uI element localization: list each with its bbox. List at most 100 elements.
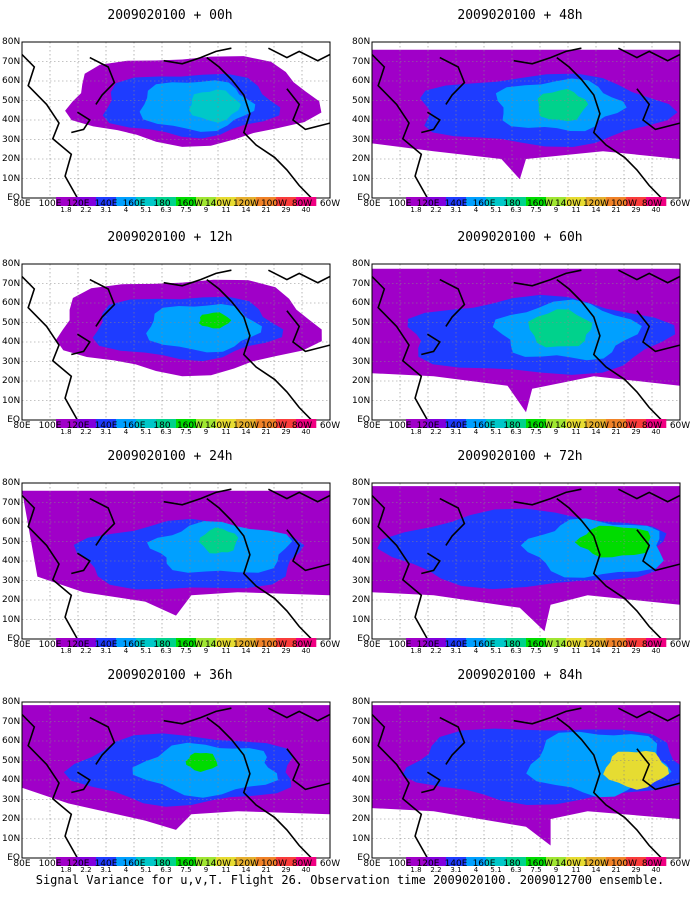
coastline	[286, 88, 330, 131]
lon-tick-label: 140W	[204, 859, 232, 869]
coastline	[268, 707, 330, 722]
colorbar-swatch	[646, 857, 667, 866]
lat-tick-label: 80N	[352, 37, 371, 47]
map-panel: 2009020100 + 12h 80N 70N 60N 50N 40N 30N 20N 10N…	[0, 222, 340, 437]
lon-tick-label: 180	[503, 421, 521, 431]
lat-tick-label: 20N	[2, 814, 21, 824]
lon-tick-label: 140E	[444, 640, 468, 650]
lon-tick-label: 100W	[610, 199, 638, 209]
colorbar-swatch	[196, 857, 217, 866]
lat-tick-label: 70N	[2, 497, 21, 508]
lat-tick-label: 20N	[352, 376, 371, 386]
coastline	[268, 488, 330, 503]
coastline	[556, 56, 663, 198]
colorbar-label: 29	[631, 647, 641, 655]
coastline	[439, 278, 466, 327]
colorbar-swatch	[486, 638, 507, 647]
colorbar-swatch	[606, 638, 627, 647]
lon-tick-label: 60W	[319, 640, 341, 650]
coastline	[618, 269, 680, 284]
colorbar-label: 2.2	[80, 428, 92, 436]
colorbar-swatch	[156, 419, 177, 428]
lat-tick-label: 60N	[352, 517, 371, 527]
colorbar-swatch	[566, 197, 587, 206]
colorbar-label: 7.5	[180, 428, 192, 436]
lat-tick-label: 60N	[352, 76, 371, 86]
lat-tick-label: 20N	[352, 595, 371, 605]
colorbar-label: 29	[631, 866, 641, 874]
colorbar-swatch	[116, 419, 137, 428]
map-plot	[371, 263, 681, 428]
lat-tick-label: EQ	[7, 193, 20, 203]
lat-tick-label: 30N	[352, 356, 371, 367]
coastline	[89, 497, 116, 546]
colorbar-label: 6.3	[160, 866, 172, 874]
colorbar-label: 4	[123, 206, 129, 214]
colorbar-label: 2.2	[430, 647, 442, 655]
colorbar-swatch	[236, 419, 257, 428]
colorbar-swatch	[586, 638, 607, 647]
lon-tick-label: 100E	[388, 859, 412, 869]
lat-tick-label: 70N	[352, 497, 371, 508]
lon-tick-label: 140E	[444, 199, 468, 209]
colorbar-label: 7.5	[530, 866, 542, 874]
lat-tick-label: 70N	[352, 278, 371, 289]
lon-tick-label: 100E	[388, 640, 412, 650]
colorbar-swatch	[176, 419, 197, 428]
colorbar-label: 1.8	[410, 647, 422, 655]
colorbar-label: 9	[203, 866, 209, 874]
colorbar-label: 14	[591, 428, 601, 436]
coastline	[513, 488, 582, 506]
lat-tick-label: 10N	[2, 833, 21, 844]
colorbar-swatch	[466, 419, 487, 428]
lat-tick-label: 50N	[2, 317, 21, 328]
lon-tick-label: 160W	[526, 859, 554, 869]
colorbar-label: 29	[281, 428, 291, 436]
lon-tick-label: 160E	[122, 421, 146, 431]
colorbar-label: 3.1	[100, 428, 112, 436]
colorbar-label: 5.1	[140, 428, 152, 436]
lon-tick-label: 140E	[94, 640, 118, 650]
coastline	[372, 275, 429, 420]
colorbar-swatch	[606, 419, 627, 428]
lon-tick-label: 60W	[669, 640, 691, 650]
colorbar-label: 5.1	[140, 866, 152, 874]
coastline	[513, 707, 582, 725]
colorbar-label: 40	[651, 428, 661, 436]
coastline	[22, 53, 79, 198]
colorbar-swatch	[466, 638, 487, 647]
lon-tick-label: 120E	[66, 859, 90, 869]
lat-tick-label: 40N	[352, 115, 371, 125]
colorbar-swatch	[136, 197, 157, 206]
lat-tick-label: EQ	[357, 634, 370, 644]
lon-tick-label: 120E	[416, 859, 440, 869]
colorbar-label: 21	[261, 206, 271, 214]
colorbar-label: 2.2	[80, 647, 92, 655]
lat-tick-label: EQ	[7, 853, 20, 863]
map-plot	[21, 41, 331, 206]
lon-tick-label: 80E	[363, 421, 381, 431]
coastline	[421, 771, 441, 794]
colorbar-label: 21	[261, 647, 271, 655]
lat-tick-label: 30N	[352, 794, 371, 805]
lat-tick-label: 60N	[2, 736, 21, 746]
colorbar-swatch	[156, 638, 177, 647]
lon-tick-label: 60W	[319, 421, 341, 431]
lon-tick-label: 120E	[416, 640, 440, 650]
colorbar-label: 1.8	[60, 206, 72, 214]
lon-tick-label: 140E	[94, 421, 118, 431]
colorbar-label: 29	[281, 206, 291, 214]
lat-tick-label: 80N	[2, 697, 21, 707]
colorbar-swatch	[506, 638, 527, 647]
coastline	[71, 771, 91, 794]
lon-tick-label: 180	[153, 421, 171, 431]
colorbar-swatch	[236, 857, 257, 866]
colorbar-label: 1.8	[410, 206, 422, 214]
lon-tick-label: 80W	[641, 640, 663, 650]
colorbar-label: 40	[651, 647, 661, 655]
colorbar-swatch	[176, 638, 197, 647]
lon-tick-label: 140W	[554, 199, 582, 209]
coastline	[556, 497, 663, 639]
lat-tick-label: 70N	[2, 716, 21, 727]
colorbar-swatch	[466, 197, 487, 206]
